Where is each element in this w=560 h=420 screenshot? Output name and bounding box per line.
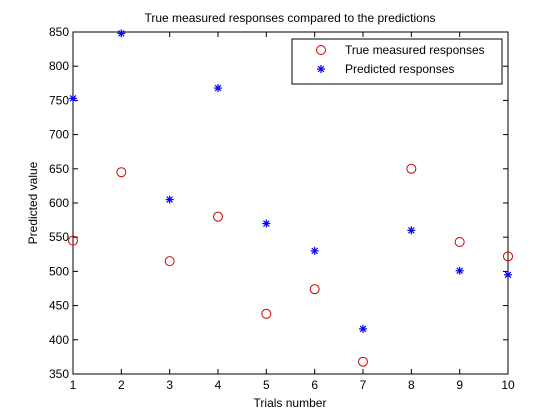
measured-response-point — [406, 163, 417, 174]
predicted-response-point — [504, 270, 512, 279]
legend-marker-2 — [317, 65, 325, 73]
predicted-response-point — [214, 84, 222, 93]
x-tick-label: 2 — [118, 378, 125, 392]
x-tick-label: 10 — [501, 378, 515, 392]
y-tick-label: 700 — [49, 128, 69, 142]
measured-response-point — [454, 236, 465, 247]
y-tick-label: 800 — [49, 59, 69, 73]
predicted-response-point — [310, 246, 319, 255]
predicted-response-point — [69, 94, 77, 103]
x-tick-label: 5 — [263, 378, 270, 392]
legend: True measured responses Predicted respons… — [291, 38, 503, 85]
x-tick-label: 3 — [166, 378, 173, 392]
predicted-response-point — [455, 266, 464, 275]
predicted-response-point — [359, 324, 367, 333]
axis-ticks: 1 2 3 4 5 6 7 8 9 10 350 400 450 500 550 600 650 700 750 80… — [49, 25, 515, 392]
y-tick-label: 600 — [49, 196, 69, 210]
y-axis-label: Predicted value — [26, 161, 40, 244]
measured-response-point — [358, 356, 368, 367]
y-tick-label: 350 — [49, 367, 69, 381]
predicted-response-point — [117, 29, 126, 38]
x-tick-label: 6 — [311, 378, 318, 392]
y-tick-label: 850 — [49, 25, 69, 39]
plot-area — [72, 31, 509, 375]
measured-response-point — [503, 251, 513, 262]
x-axis-label: Trials number — [254, 396, 327, 410]
predicted-response-point — [407, 226, 416, 235]
x-tick-label: 4 — [215, 378, 222, 392]
measured-response-point — [116, 167, 127, 178]
legend-label-1: True measured responses — [345, 43, 485, 57]
y-tick-label: 450 — [49, 299, 69, 313]
chart-title: True measured responses compared to the … — [144, 11, 435, 25]
legend-label-2: Predicted responses — [345, 62, 454, 76]
y-tick-label: 550 — [49, 230, 69, 244]
y-tick-label: 500 — [49, 264, 69, 278]
y-tick-label: 750 — [49, 93, 69, 107]
measured-response-point — [164, 256, 175, 267]
x-tick-label: 9 — [456, 378, 463, 392]
predicted-response-point — [165, 195, 174, 204]
y-tick-label: 400 — [49, 333, 69, 347]
measured-response-point — [68, 235, 78, 246]
y-tick-label: 650 — [49, 162, 69, 176]
measured-response-point — [309, 284, 320, 295]
measured-response-point — [261, 308, 272, 319]
predicted-response-point — [262, 219, 271, 228]
x-tick-label: 8 — [408, 378, 415, 392]
x-tick-label: 1 — [70, 378, 77, 392]
measured-response-point — [213, 211, 223, 222]
data-points — [68, 29, 513, 367]
legend-box — [291, 38, 503, 85]
legend-marker-1 — [316, 45, 326, 55]
x-tick-label: 7 — [360, 378, 367, 392]
